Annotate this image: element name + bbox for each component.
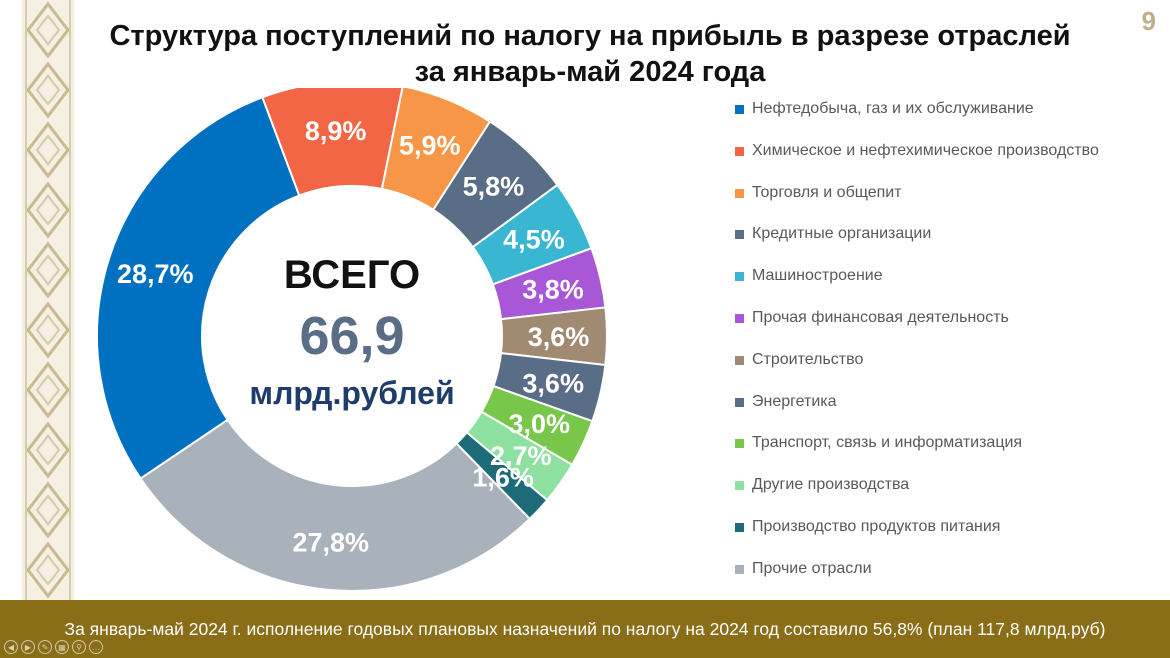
legend-label: Нефтедобыча, газ и их обслуживание xyxy=(752,100,1034,117)
legend-label: Кредитные организации xyxy=(752,225,932,243)
slice-data-label: 5,8% xyxy=(463,171,525,201)
donut-chart-svg: 28,7% 8,9% 5,9%5,8% 4,5% 3,8% 3,6% 3,6% 3,0%2,7… xyxy=(96,80,608,592)
footer-text: За январь-май 2024 г. исполнение годовых… xyxy=(64,618,1106,639)
legend-item: Прочая финансовая деятельность xyxy=(735,309,1165,351)
legend-item: Производство продуктов питания xyxy=(735,518,1165,560)
legend-label: Химическое и нефтехимическое производств… xyxy=(752,141,1099,159)
slice-data-label: 3,6% xyxy=(528,322,590,352)
slice-data-label: 1,6% xyxy=(472,463,534,493)
zoom-icon[interactable]: ⚲ xyxy=(72,640,86,654)
legend-label: Торговля и общепит xyxy=(752,183,902,201)
legend-item: Энергетика xyxy=(735,393,1165,435)
legend-swatch xyxy=(735,188,744,198)
chart-title-line2: за январь-май 2024 года xyxy=(414,56,766,88)
center-label: ВСЕГО xyxy=(284,253,420,297)
legend-label: Производство продуктов питания xyxy=(752,517,1001,535)
legend-item: Строительство xyxy=(735,351,1165,393)
legend-swatch xyxy=(735,481,744,491)
legend-swatch xyxy=(735,355,744,365)
legend-label: Транспорт, связь и информатизация xyxy=(752,434,1023,452)
legend-label: Другие производства xyxy=(752,476,910,494)
center-value: 66,9 xyxy=(299,306,404,366)
donut-slice xyxy=(96,95,301,480)
page-number: 9 xyxy=(1141,6,1156,36)
decorative-ornament-border xyxy=(22,0,74,600)
donut-chart: 28,7% 8,9% 5,9% 5,8% 4,5% 3,8% 3,6% 3,6% 3,0% 2,7… xyxy=(80,80,700,600)
slice-data-label: 4,5% xyxy=(503,224,565,254)
legend-swatch xyxy=(735,105,744,114)
legend-item: Кредитные организации xyxy=(735,225,1165,267)
next-slide-icon[interactable]: ▶ xyxy=(21,640,35,654)
slice-data-label: 3,6% xyxy=(522,369,584,399)
slide-controls: ◀ ▶ ✎ ▦ ⚲ … xyxy=(4,640,103,654)
pen-icon[interactable]: ✎ xyxy=(38,640,52,654)
slice-data-label: 8,9% xyxy=(305,116,367,146)
slice-data-label: 5,9% xyxy=(399,131,461,161)
slice-data-label: 3,0% xyxy=(509,409,571,439)
legend-label: Машиностроение xyxy=(752,267,883,285)
legend-swatch xyxy=(735,397,744,407)
legend-swatch xyxy=(735,313,744,323)
chart-legend: Нефтедобыча, газ и их обслуживание Химиче… xyxy=(735,100,1165,602)
more-options-icon[interactable]: … xyxy=(89,640,103,654)
legend-label: Прочие отрасли xyxy=(752,559,872,577)
slice-data-label: 3,8% xyxy=(522,275,584,305)
legend-swatch xyxy=(735,272,744,282)
slice-data-label: 27,8% xyxy=(292,527,369,557)
legend-item: Торговля и общепит xyxy=(735,184,1165,226)
chart-title: Структура поступлений по налогу на прибы… xyxy=(80,18,1100,90)
legend-item: Химическое и нефтехимическое производств… xyxy=(735,142,1165,184)
slides-grid-icon[interactable]: ▦ xyxy=(55,640,69,654)
legend-swatch xyxy=(735,522,744,532)
slice-data-label: 28,7% xyxy=(117,259,194,289)
legend-item: Прочие отрасли xyxy=(735,560,1165,602)
legend-item: Другие производства xyxy=(735,476,1165,518)
legend-label: Строительство xyxy=(752,350,864,368)
donut-slice xyxy=(139,418,532,592)
legend-swatch xyxy=(735,439,744,449)
legend-item: Транспорт, связь и информатизация xyxy=(735,434,1165,476)
legend-item: Машиностроение xyxy=(735,267,1165,309)
legend-swatch xyxy=(735,230,744,240)
legend-swatch xyxy=(735,564,744,574)
legend-item: Нефтедобыча, газ и их обслуживание xyxy=(735,100,1165,142)
legend-label: Энергетика xyxy=(752,392,837,410)
slice-data-label: 2,7% xyxy=(490,441,552,471)
chart-title-line1: Структура поступлений по налогу на прибы… xyxy=(109,20,1071,52)
prev-slide-icon[interactable]: ◀ xyxy=(4,640,18,654)
center-unit: млрд.рублей xyxy=(249,375,454,411)
legend-swatch xyxy=(735,146,744,156)
footer-banner: За январь-май 2024 г. исполнение годовых… xyxy=(0,600,1170,658)
legend-label: Прочая финансовая деятельность xyxy=(752,308,1009,326)
